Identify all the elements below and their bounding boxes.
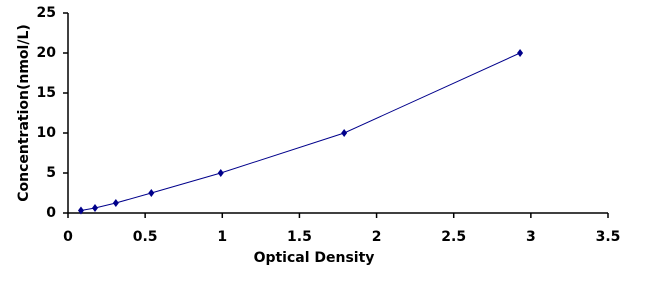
x-tick-label: 3 [526, 229, 536, 245]
data-point [341, 129, 348, 137]
x-tick-label: 1 [217, 229, 227, 245]
data-point [148, 189, 155, 197]
x-tick-label: 3.5 [596, 229, 621, 245]
x-tick-label: 0.5 [133, 229, 158, 245]
y-tick-label: 20 [37, 45, 57, 61]
data-point [517, 49, 524, 57]
y-tick-label: 15 [37, 85, 56, 101]
data-point [217, 169, 224, 177]
data-point [112, 199, 119, 207]
data-point [92, 203, 98, 212]
y-axis-title: Concentration(nmol/L) [16, 24, 32, 202]
x-tick-label: 1.5 [287, 229, 312, 245]
fit-line [80, 52, 521, 212]
x-axis-title: Optical Density [254, 250, 375, 266]
y-tick-label: 10 [37, 125, 57, 141]
x-tick-label: 0 [63, 229, 73, 245]
y-tick-label: 25 [37, 5, 56, 21]
data-point [77, 206, 84, 215]
y-tick-label: 0 [46, 205, 56, 221]
y-tick-label: 5 [46, 165, 56, 181]
x-tick-label: 2.5 [441, 229, 466, 245]
x-tick-label: 2 [372, 229, 382, 245]
